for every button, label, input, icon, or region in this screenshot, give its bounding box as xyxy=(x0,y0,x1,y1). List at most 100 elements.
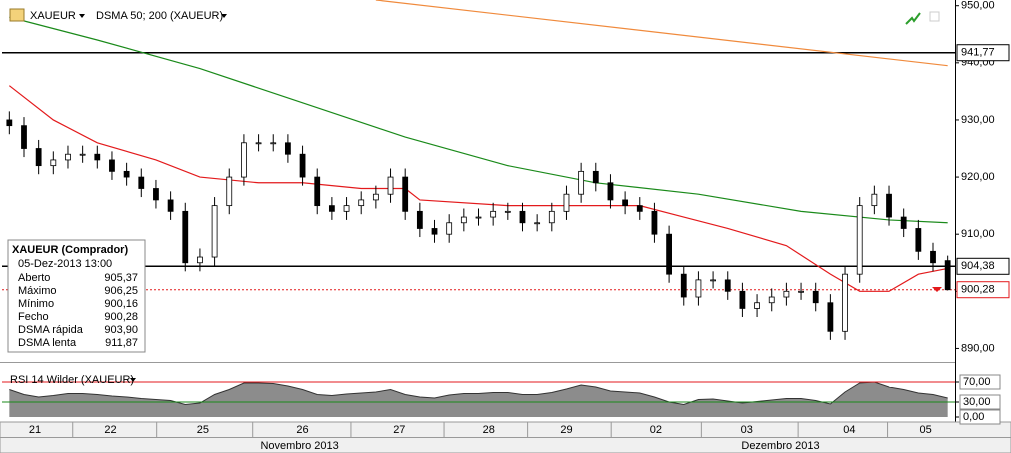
candle-body xyxy=(563,193,570,212)
candle-body xyxy=(50,159,57,167)
y-tick-label: 920,00 xyxy=(961,171,995,183)
rsi-area xyxy=(9,382,948,417)
dropdown-arrow[interactable] xyxy=(130,378,136,382)
candle-body xyxy=(197,256,203,264)
info-value: 911,87 xyxy=(105,337,138,349)
candle-body xyxy=(387,176,394,195)
legend-entry: DSMA lenta xyxy=(18,337,77,349)
candle-body xyxy=(65,153,71,161)
symbol-icon[interactable] xyxy=(9,8,25,22)
y-tick-label: 950,00 xyxy=(961,0,995,12)
candle-body xyxy=(724,279,731,292)
tick-box xyxy=(959,409,1001,425)
price-tag-label: 904,38 xyxy=(961,260,995,272)
info-value: 900,16 xyxy=(104,298,138,310)
candle-body xyxy=(372,193,379,201)
panel-divider xyxy=(0,362,955,363)
dropdown-arrow[interactable] xyxy=(221,14,227,18)
dropdown-arrow[interactable] xyxy=(79,14,85,18)
candle-body xyxy=(343,205,350,212)
moving-average xyxy=(375,0,948,67)
candle-body xyxy=(519,210,526,224)
x-tick-label: 28 xyxy=(483,424,495,436)
candle-body xyxy=(109,159,115,172)
price-tag-label: 900,28 xyxy=(961,284,995,296)
candle-body xyxy=(548,210,555,224)
trend-icon[interactable] xyxy=(905,12,921,25)
candle-body xyxy=(827,302,834,332)
moving-average xyxy=(9,16,948,224)
candle-body xyxy=(431,228,438,235)
candle-body xyxy=(666,233,672,275)
candle-body xyxy=(6,119,13,127)
y-tick-label: 0,00 xyxy=(963,411,984,423)
candle-body xyxy=(871,193,878,207)
tick-box xyxy=(959,394,1001,410)
y-tick-label: 890,00 xyxy=(961,342,995,354)
candle-body xyxy=(123,170,130,178)
info-label: Fecho xyxy=(18,311,49,323)
candle-body xyxy=(94,153,101,161)
candle-body xyxy=(490,210,497,218)
candle-body xyxy=(475,216,482,219)
y-tick-label: 30,00 xyxy=(963,396,991,408)
info-value: 906,25 xyxy=(104,285,138,297)
x-tick-label: 03 xyxy=(741,424,753,436)
x-tick-label: 04 xyxy=(843,424,855,436)
x-tick-label: 02 xyxy=(650,424,662,436)
candle-body xyxy=(328,205,335,212)
info-title: XAUEUR (Comprador) xyxy=(12,244,128,256)
window-icon[interactable] xyxy=(929,11,940,22)
candle-body xyxy=(460,216,467,224)
x-tick-label: 22 xyxy=(104,424,116,436)
candle-body xyxy=(768,296,775,304)
candle-body xyxy=(284,142,291,155)
candle-body xyxy=(270,142,277,145)
candle-body xyxy=(636,205,643,212)
candle-body xyxy=(622,199,629,207)
info-box-frame xyxy=(7,239,146,353)
candle-body xyxy=(754,302,760,309)
month-label: Novembro 2013 xyxy=(260,440,338,452)
candle-body xyxy=(739,290,746,309)
candle-body xyxy=(446,222,453,235)
candle-body xyxy=(299,153,306,178)
indicator-label[interactable]: DSMA 50; 200 (XAUEUR) xyxy=(96,10,223,22)
candle-body xyxy=(578,170,585,195)
candle-body xyxy=(182,210,189,264)
info-label: Mínimo xyxy=(18,298,54,310)
candle-body xyxy=(241,142,247,178)
candle-body xyxy=(900,216,907,229)
candle-body xyxy=(695,279,702,298)
candle-body xyxy=(710,279,716,282)
rsi-title[interactable]: RSI 14 Wilder (XAUEUR) xyxy=(10,374,134,386)
tick-box xyxy=(959,374,1001,390)
candle-body xyxy=(856,205,863,275)
info-value: 900,28 xyxy=(104,311,138,323)
candle-body xyxy=(592,170,599,184)
info-value: 903,90 xyxy=(104,324,138,336)
info-box: XAUEUR (Comprador) 05-Dez-2013 13:00 Abe… xyxy=(7,239,146,353)
candle-body xyxy=(886,193,892,218)
candle-body xyxy=(402,176,409,212)
info-date: 05-Dez-2013 13:00 xyxy=(18,258,112,270)
candle-body xyxy=(783,290,790,298)
candle-body xyxy=(798,290,804,293)
x-tick-label: 21 xyxy=(29,424,41,436)
alert-marker xyxy=(932,287,942,292)
y-tick-label: 910,00 xyxy=(961,228,995,240)
candle-body xyxy=(79,153,86,156)
x-tick-label: 27 xyxy=(393,424,405,436)
candle-body xyxy=(21,125,27,149)
candle-body xyxy=(416,210,423,229)
candle-body xyxy=(153,188,159,201)
candle-body xyxy=(944,260,951,291)
candle-body xyxy=(930,250,936,264)
candle-body xyxy=(504,210,511,213)
info-label: Máximo xyxy=(18,285,57,297)
price-tag xyxy=(956,257,1010,275)
symbol[interactable]: XAUEUR xyxy=(30,10,76,22)
